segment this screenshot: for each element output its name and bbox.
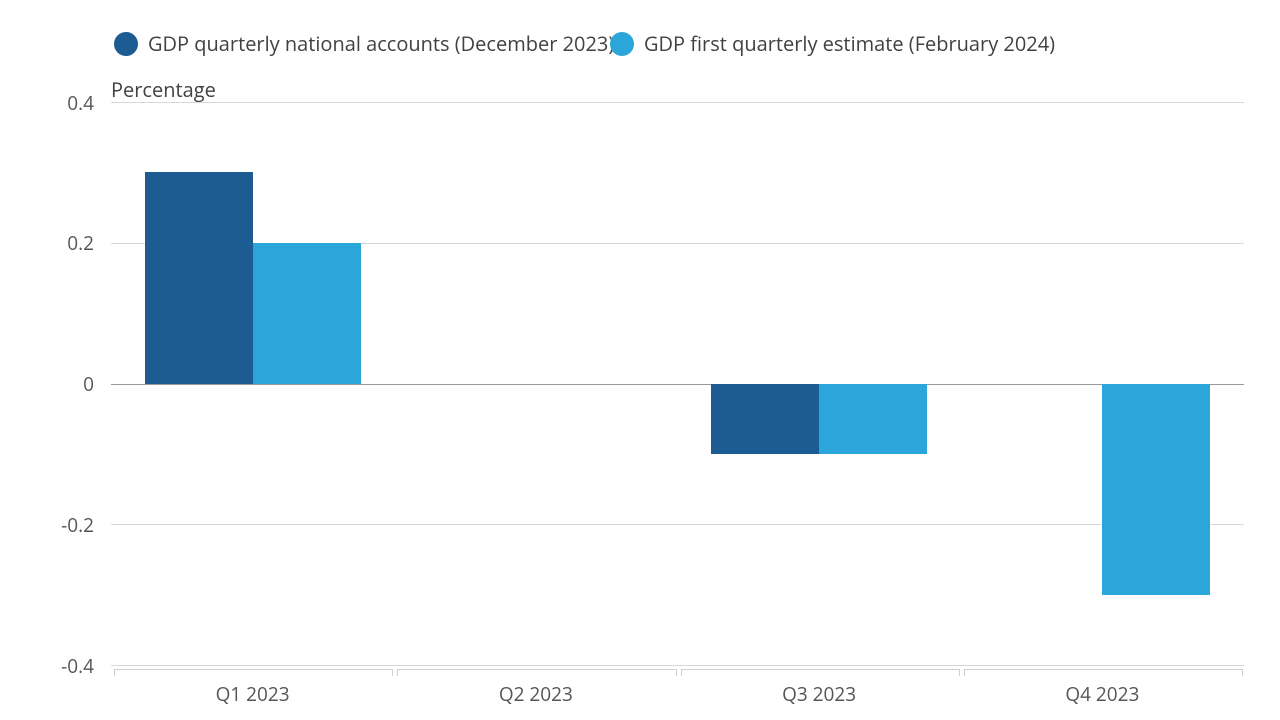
y-axis-title: Percentage: [111, 76, 216, 103]
legend-item: GDP quarterly national accounts (Decembe…: [114, 30, 614, 57]
bar: [145, 172, 253, 383]
x-tick-label: Q4 2023: [1065, 681, 1139, 707]
legend-label: GDP first quarterly estimate (February 2…: [644, 30, 1055, 57]
x-baseline-segment: [681, 669, 960, 676]
x-baseline-segment: [114, 669, 393, 676]
legend-item: GDP first quarterly estimate (February 2…: [610, 30, 1055, 57]
x-baseline-segment: [964, 669, 1243, 676]
zero-line: [111, 384, 1244, 385]
gridline: [111, 102, 1244, 103]
gridline: [111, 665, 1244, 666]
y-tick-label: 0.2: [0, 230, 94, 256]
gridline: [111, 524, 1244, 525]
legend-swatch-icon: [610, 32, 634, 56]
y-tick-label: 0.4: [0, 90, 94, 116]
bar: [253, 243, 361, 384]
bar: [819, 384, 927, 454]
x-tick-label: Q1 2023: [216, 681, 290, 707]
y-tick-label: -0.2: [0, 512, 94, 538]
y-tick-label: 0: [0, 371, 94, 397]
x-baseline-segment: [397, 669, 676, 676]
y-tick-label: -0.4: [0, 653, 94, 679]
bar: [1102, 384, 1210, 595]
bar: [711, 384, 819, 454]
x-tick-label: Q2 2023: [499, 681, 573, 707]
legend-label: GDP quarterly national accounts (Decembe…: [148, 30, 614, 57]
gdp-bar-chart: GDP quarterly national accounts (Decembe…: [0, 0, 1280, 720]
legend-swatch-icon: [114, 32, 138, 56]
x-tick-label: Q3 2023: [782, 681, 856, 707]
